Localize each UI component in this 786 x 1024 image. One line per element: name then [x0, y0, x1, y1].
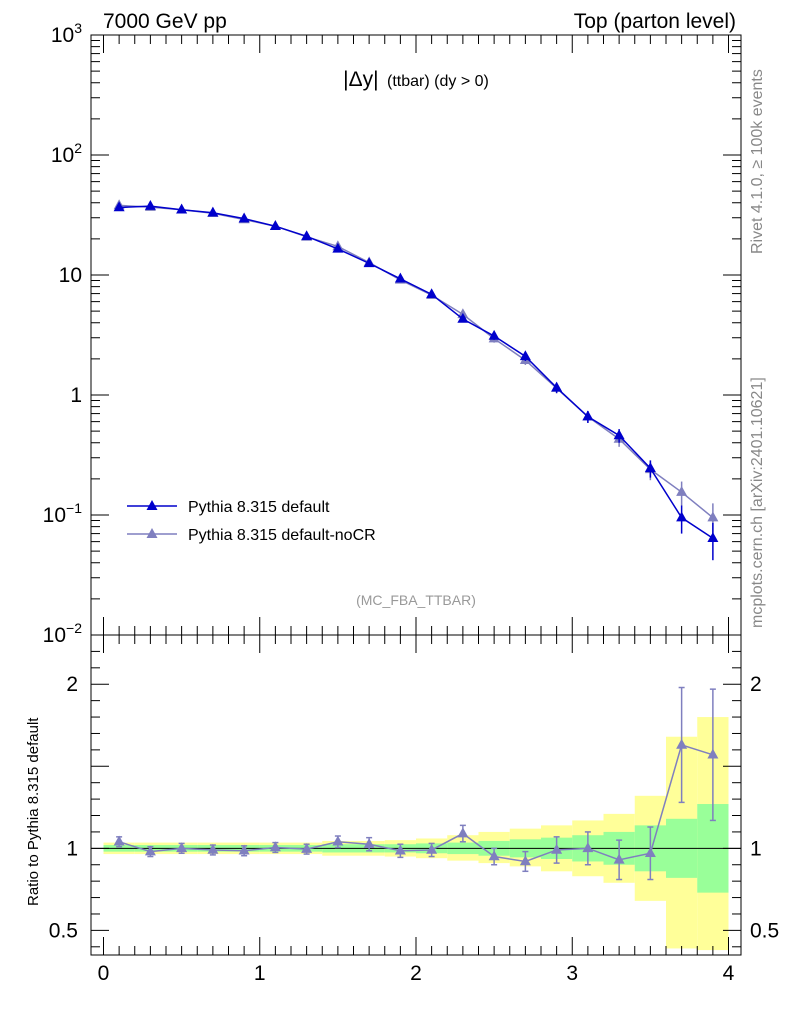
data-point: [238, 212, 250, 223]
plot-title-main: |Δy|: [343, 68, 378, 91]
ratio-ytick-label-right: 2: [750, 673, 762, 696]
data-point: [582, 410, 594, 421]
ratio-ytick-label-right: 1: [750, 837, 762, 860]
ratio-xtick-label: 0: [98, 962, 110, 985]
ratio-point: [113, 835, 125, 846]
ratio-xtick-label: 3: [566, 962, 578, 985]
ratio-point: [426, 843, 438, 854]
ratio-bands: [103, 717, 729, 951]
ratio-point: [644, 847, 656, 858]
ratio-point: [551, 843, 563, 854]
data-point: [207, 206, 219, 217]
header-right: Top (parton level): [574, 10, 736, 33]
main-ytick-label: 103: [51, 20, 82, 47]
data-point: [269, 220, 281, 230]
header-left: 7000 GeV pp: [103, 10, 227, 33]
data-point: [519, 350, 531, 361]
data-point: [551, 381, 563, 392]
ratio-panel-frame: [90, 634, 742, 956]
ratio-point: [613, 853, 625, 864]
ratio-point: [301, 843, 313, 853]
ratio-xtick-label: 2: [410, 962, 422, 985]
main-series: [113, 199, 719, 561]
main-ytick-label: 10: [59, 264, 82, 287]
data-point: [394, 272, 406, 283]
series-line-nocr: [119, 204, 714, 519]
ratio-point: [363, 838, 375, 848]
data-point: [332, 242, 344, 253]
legend-marker-default: [146, 500, 158, 510]
main-ytick-label: 10−1: [43, 500, 83, 527]
data-point: [301, 230, 313, 241]
ratio-point: [676, 738, 688, 749]
analysis-label: (MC_FBA_TTBAR): [356, 592, 476, 608]
ratio-point: [332, 835, 344, 846]
main-ytick-label: 10−2: [43, 620, 83, 647]
ratio-point: [394, 844, 406, 855]
data-point: [176, 203, 188, 214]
ratio-point: [269, 841, 281, 852]
main-panel-frame: [90, 34, 742, 636]
data-point: [707, 532, 719, 543]
data-point: [644, 462, 656, 473]
ratio-point: [144, 845, 156, 856]
ratio-ylabel: Ratio to Pythia 8.315 default: [25, 717, 42, 906]
data-point: [457, 312, 469, 323]
legend-marker-nocr: [146, 528, 158, 538]
legend-label-nocr: Pythia 8.315 default-noCR: [188, 527, 376, 544]
data-point: [363, 257, 375, 268]
ratio-point: [176, 842, 188, 853]
data-point: [488, 329, 500, 340]
main-ytick-label: 1: [70, 384, 82, 407]
ratio-xtick-label: 1: [254, 962, 266, 985]
ratio-xtick-label: 4: [723, 962, 735, 985]
data-point: [676, 511, 688, 522]
ratio-point: [457, 827, 469, 838]
ratio-point: [519, 855, 531, 866]
plot-title-rest: (ttbar) (dy > 0): [387, 73, 489, 90]
data-point: [144, 199, 156, 210]
ratio-ytick-label-right: 0.5: [750, 919, 779, 942]
data-point: [113, 201, 125, 212]
data-point: [613, 429, 625, 440]
main-ytick-label: 102: [51, 140, 82, 167]
ratio-series: [113, 686, 719, 881]
data-point: [676, 486, 688, 496]
ratio-ytick-label-left: 0.5: [49, 919, 78, 942]
mcplots-label: mcplots.cern.ch [arXiv:2401.10621]: [749, 377, 766, 628]
legend-label-default: Pythia 8.315 default: [188, 499, 330, 516]
legend: Pythia 8.315 default Pythia 8.315 defaul…: [127, 499, 376, 544]
plot-title: |Δy| (ttbar) (dy > 0): [343, 68, 489, 91]
ratio-ytick-label-left: 1: [66, 837, 78, 860]
data-point: [707, 511, 719, 522]
ratio-point: [207, 843, 219, 854]
ratio-point: [707, 748, 719, 759]
series-line-default: [119, 205, 714, 539]
ratio-point: [238, 844, 250, 855]
ratio-ytick-label-left: 2: [66, 673, 78, 696]
axes: 10−2 10−1 1 10 102 103 0.5 0.5 1 1 2 2 0 1 2 3 4: [43, 20, 780, 985]
rivet-label: Rivet 4.1.0, ≥ 100k events: [749, 69, 766, 254]
ratio-point: [582, 842, 594, 853]
ratio-series-line: [118, 744, 714, 863]
ratio-point: [488, 850, 500, 861]
data-point: [426, 288, 438, 299]
